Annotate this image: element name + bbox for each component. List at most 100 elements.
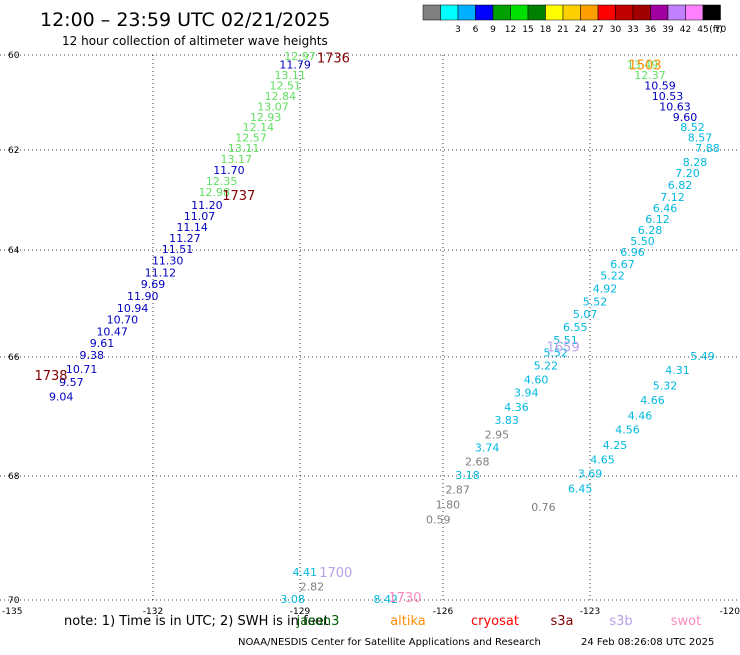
wave-height-label: 11.27 [169, 232, 201, 245]
legend-swatch [422, 4, 441, 21]
legend-tick-label: 3 [455, 25, 461, 35]
satellite-name: s3b [609, 614, 632, 629]
legend-swatch [650, 4, 669, 21]
footer-timestamp: 24 Feb 08:26:08 UTC 2025 [581, 637, 714, 648]
legend-swatch [667, 4, 686, 21]
legend-swatch [562, 4, 581, 21]
legend-tick-label: 6 [473, 25, 479, 35]
lat-lon-grid [0, 54, 740, 601]
legend-tick-label: 70 [715, 25, 727, 35]
wave-height-label: 6.28 [638, 224, 663, 237]
legend-tick-label: 36 [645, 25, 657, 35]
wave-height-label: 3.83 [494, 414, 519, 427]
wave-height-label: 4.41 [293, 566, 318, 579]
wave-height-label: 8.28 [683, 156, 708, 169]
legend-tick-label: 24 [575, 25, 587, 35]
legend-tick-label: 9 [490, 25, 496, 35]
wave-height-label: 12.84 [265, 90, 297, 103]
wave-height-label: 13.07 [257, 100, 289, 113]
longitude-tick-label: -132 [143, 607, 163, 617]
legend-swatch [685, 4, 704, 21]
legend-tick-label: 39 [662, 25, 674, 35]
latitude-tick-label: 70 [8, 596, 20, 606]
wave-height-label: 11.70 [213, 164, 245, 177]
legend-swatch [440, 4, 459, 21]
legend-swatch [475, 4, 494, 21]
wave-height-label: 8.42 [374, 593, 399, 606]
wave-height-label: 8.57 [688, 132, 713, 145]
wave-height-label: 4.60 [524, 374, 549, 387]
wave-height-label: 3.18 [455, 469, 480, 482]
wave-height-label: 7.20 [675, 167, 700, 180]
wave-height-label: 5.07 [573, 308, 598, 321]
longitude-tick-label: -126 [433, 607, 454, 617]
legend-swatch [702, 4, 721, 21]
wave-height-label: 4.25 [603, 439, 628, 452]
wave-height-label: 3.94 [514, 387, 539, 400]
wave-height-label: 11.07 [184, 210, 216, 223]
legend-tick-label: 27 [592, 25, 603, 35]
satellite-name: cryosat [471, 614, 519, 629]
wave-height-label: 6.55 [563, 321, 588, 334]
wave-height-label: 9.69 [141, 278, 166, 291]
wave-height-label: 0.59 [426, 513, 451, 526]
footer-credit: NOAA/NESDIS Center for Satellite Applica… [238, 637, 541, 648]
wave-height-label: 11.20 [191, 199, 223, 212]
legend-swatch [545, 4, 564, 21]
wave-height-label: 5.52 [543, 347, 568, 360]
wave-height-label: 9.38 [80, 349, 105, 362]
wave-height-label: 4.56 [615, 424, 640, 437]
wave-height-label: 5.22 [534, 359, 559, 372]
wave-height-label: 11.79 [279, 59, 311, 72]
wave-height-label: 9.60 [673, 111, 698, 124]
legend-swatch [615, 4, 634, 21]
legend-tick-label: 33 [627, 25, 638, 35]
page-title: 12:00 – 23:59 UTC 02/21/2025 [40, 9, 330, 31]
wave-height-label: 1.80 [436, 499, 461, 512]
wave-height-label: 12.57 [235, 132, 267, 145]
legend-swatch [510, 4, 529, 21]
legend-swatch [492, 4, 511, 21]
wave-height-label: 9.04 [49, 390, 74, 403]
legend-tick-label: 18 [540, 25, 552, 35]
wave-height-label: 6.45 [568, 482, 593, 495]
wave-height-label: 12.97 [284, 50, 316, 63]
wave-height-label: 12.51 [270, 79, 302, 92]
pass-time-label: 1503 [628, 59, 661, 74]
wave-height-label: 10.47 [96, 325, 128, 338]
wave-height-label: 12.93 [250, 111, 282, 124]
legend-tick-label: 42 [680, 25, 691, 35]
pass-time-label: 1736 [317, 51, 350, 66]
wave-height-label: 10.59 [644, 79, 676, 92]
wave-height-label: 10.94 [117, 302, 149, 315]
satellite-legend: jason3 altika cryosat s3a s3b swot [296, 614, 702, 629]
wave-height-label: 13.11 [274, 69, 306, 82]
wave-height-label: 12.35 [206, 175, 238, 188]
pass-time-label: 1700 [319, 566, 352, 581]
satellite-name: swot [671, 614, 701, 629]
longitude-tick-label: -129 [290, 607, 311, 617]
wave-height-label: 7.88 [695, 142, 720, 155]
wave-height-label: 8.52 [680, 121, 705, 134]
wave-height-label: 11.90 [127, 290, 159, 303]
latitude-tick-label: 64 [8, 246, 20, 256]
latitude-tick-label: 66 [8, 353, 20, 363]
wave-height-label: 10.70 [107, 314, 139, 327]
color-legend: 3 6 9 12 15 18 21 24 27 30 33 36 39 42 45 70(ft) [422, 4, 727, 35]
axis-ticks: 60 62 64 66 68 70-135 -132 -129 -126 -123 -120 [2, 51, 740, 617]
wave-height-label: 10.53 [652, 90, 684, 103]
wave-height-label: 10.63 [659, 100, 691, 113]
wave-height-label: 12.98 [199, 186, 231, 199]
latitude-tick-label: 62 [8, 146, 19, 156]
wave-height-label: 5.50 [630, 235, 655, 248]
legend-swatch [527, 4, 546, 21]
legend-tick-label: 30 [610, 25, 622, 35]
wave-height-label: 4.66 [640, 394, 665, 407]
wave-height-label: 4.31 [665, 364, 690, 377]
latitude-tick-label: 60 [8, 51, 20, 61]
wave-height-label: 6.46 [653, 202, 678, 215]
wave-height-readings: 12.9711.7913.1112.5112.8413.0712.9312.14… [49, 50, 720, 606]
wave-height-label: 2.95 [485, 428, 510, 441]
wave-height-label: 3.08 [280, 593, 305, 606]
